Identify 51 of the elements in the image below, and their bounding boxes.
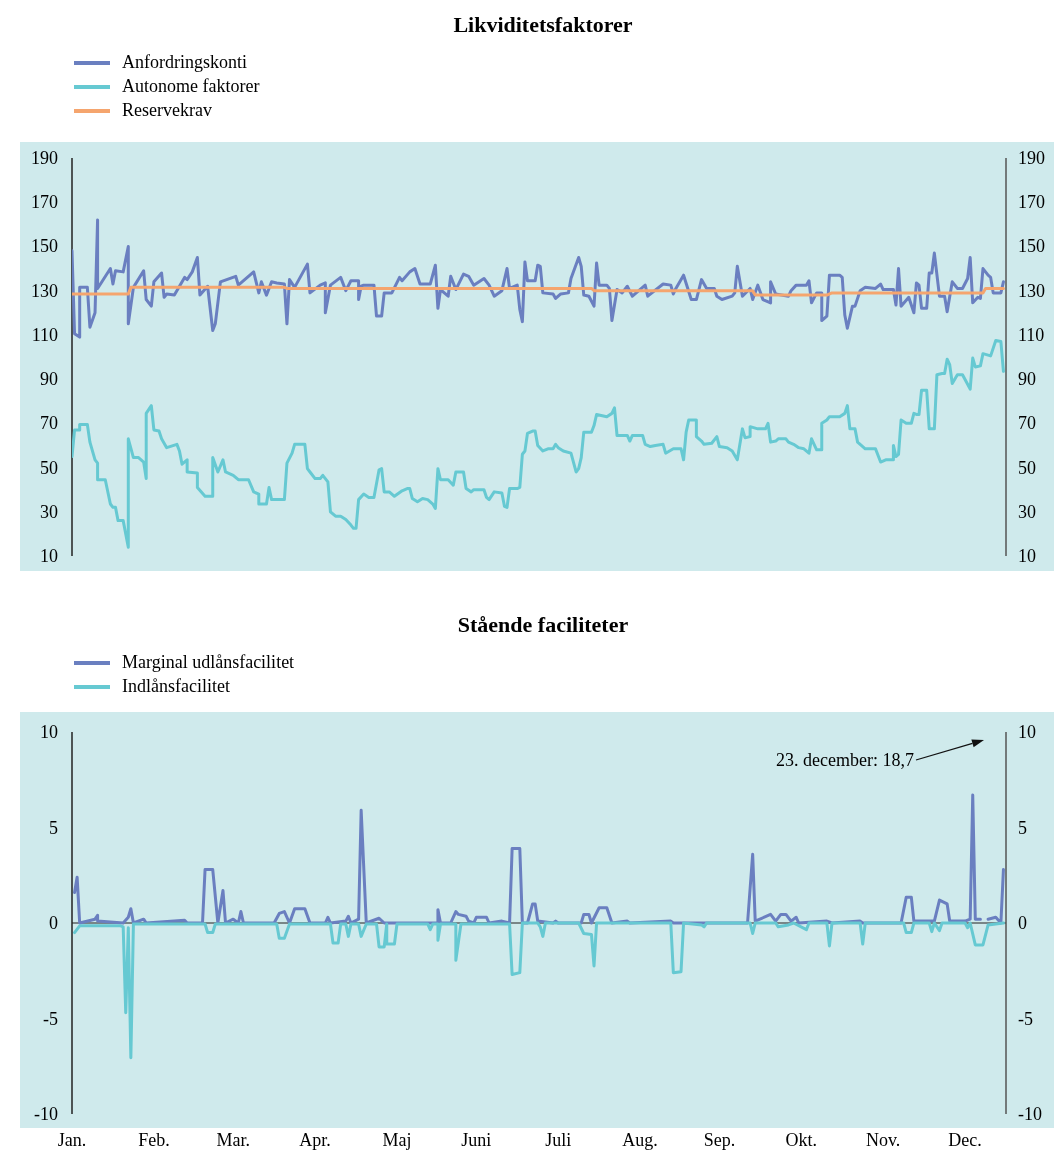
annotation: 23. december: 18,7 (776, 750, 914, 770)
x-tick-label: Okt. (785, 1130, 818, 1150)
x-tick-label: Jan. (57, 1130, 87, 1150)
y-tick-label: 90 (40, 369, 58, 390)
x-tick-label: Juli (545, 1130, 572, 1150)
x-tick-label: Aug. (622, 1130, 658, 1150)
x-tick-label: Nov. (866, 1130, 901, 1150)
y2-tick-label: 10 (1018, 546, 1036, 566)
y2-tick-label: -5 (1018, 1008, 1033, 1029)
chart-title: Likviditetsfaktorer (453, 12, 633, 37)
y-tick-label: 130 (31, 280, 58, 301)
x-tick-label: Feb. (138, 1130, 170, 1150)
y2-tick-label: 50 (1018, 457, 1036, 478)
y-tick-label: 170 (31, 192, 58, 213)
y-tick-label: 10 (40, 546, 58, 566)
x-tick-label: Juni (461, 1130, 492, 1150)
x-tick-label: Dec. (948, 1130, 982, 1150)
y2-tick-label: 110 (1018, 324, 1045, 345)
y-tick-label: 10 (40, 722, 58, 742)
x-tick-label: Maj (382, 1130, 412, 1150)
legend-label: Reservekrav (122, 100, 212, 120)
legend-label: Autonome faktorer (122, 76, 260, 96)
y-tick-label: 190 (31, 148, 58, 168)
x-tick-label: Apr. (299, 1130, 331, 1150)
legend-label: Indlånsfacilitet (122, 676, 230, 696)
chart-title: Stående faciliteter (457, 612, 629, 637)
y-tick-label: 70 (40, 413, 58, 434)
y2-tick-label: 0 (1018, 913, 1027, 933)
y-tick-label: -10 (34, 1104, 58, 1124)
y2-tick-label: 150 (1018, 236, 1045, 257)
y-tick-label: 5 (49, 817, 58, 838)
y-tick-label: 110 (31, 324, 58, 345)
y2-tick-label: 70 (1018, 413, 1036, 434)
y2-tick-label: 130 (1018, 280, 1045, 301)
y2-tick-label: 5 (1018, 817, 1027, 838)
line-series (72, 285, 1005, 297)
y-tick-label: 0 (49, 913, 58, 933)
y-tick-label: 50 (40, 457, 58, 478)
y-tick-label: -5 (43, 1008, 58, 1029)
y2-tick-label: 30 (1018, 501, 1036, 522)
y2-tick-label: 170 (1018, 192, 1045, 213)
y2-tick-label: 10 (1018, 722, 1036, 742)
y2-tick-label: 90 (1018, 369, 1036, 390)
x-tick-label: Sep. (703, 1130, 736, 1150)
y-tick-label: 30 (40, 501, 58, 522)
x-tick-label: Mar. (216, 1130, 250, 1150)
legend-label: Anfordringskonti (122, 52, 247, 72)
y-tick-label: 150 (31, 236, 58, 257)
legend-label: Marginal udlånsfacilitet (122, 652, 295, 672)
y2-tick-label: 190 (1018, 148, 1045, 168)
y2-tick-label: -10 (1018, 1104, 1042, 1124)
